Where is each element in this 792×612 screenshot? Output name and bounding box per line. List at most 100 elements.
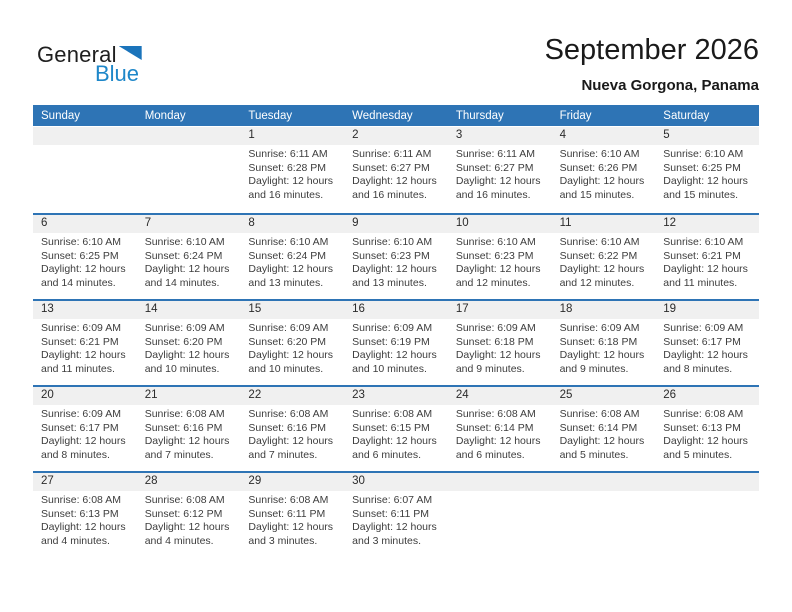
- day-sun-info: [448, 491, 552, 494]
- day-sun-info: Sunrise: 6:09 AM Sunset: 6:21 PM Dayligh…: [41, 322, 126, 375]
- day-number: 11: [551, 215, 656, 233]
- day-number: 3: [447, 127, 552, 145]
- day-number: 9: [344, 215, 448, 233]
- day-sun-info: Sunrise: 6:08 AM Sunset: 6:14 PM Dayligh…: [455, 408, 541, 461]
- week-row-4: 20 Sunrise: 6:09 AM Sunset: 6:17 PM Dayli…: [33, 385, 759, 471]
- day-sun-info: Sunrise: 6:10 AM Sunset: 6:24 PM Dayligh…: [248, 236, 334, 289]
- day-sun-info: Sunrise: 6:09 AM Sunset: 6:20 PM Dayligh…: [248, 322, 334, 375]
- location-subtitle: Nueva Gorgona, Panama: [581, 77, 759, 94]
- day-cell: 21 Sunrise: 6:08 AM Sunset: 6:16 PM Dayli…: [136, 387, 241, 471]
- day-cell: 17 Sunrise: 6:09 AM Sunset: 6:18 PM Dayli…: [447, 301, 552, 385]
- day-cell: [136, 127, 241, 213]
- day-sun-info: Sunrise: 6:09 AM Sunset: 6:18 PM Dayligh…: [455, 322, 541, 375]
- day-number: 4: [551, 127, 656, 145]
- day-sun-info: Sunrise: 6:10 AM Sunset: 6:24 PM Dayligh…: [144, 236, 230, 289]
- day-sun-info: Sunrise: 6:08 AM Sunset: 6:13 PM Dayligh…: [41, 494, 126, 547]
- weekday-header-row: Sunday Monday Tuesday Wednesday Thursday…: [33, 105, 759, 126]
- day-number: 18: [551, 301, 656, 319]
- day-cell: 12 Sunrise: 6:10 AM Sunset: 6:21 PM Dayli…: [655, 215, 759, 299]
- day-sun-info: Sunrise: 6:10 AM Sunset: 6:25 PM Dayligh…: [41, 236, 126, 289]
- day-cell: 8 Sunrise: 6:10 AM Sunset: 6:24 PM Daylig…: [240, 215, 345, 299]
- page-title: September 2026: [544, 34, 759, 66]
- day-number: 6: [33, 215, 137, 233]
- day-number: 16: [344, 301, 448, 319]
- day-cell: 20 Sunrise: 6:09 AM Sunset: 6:17 PM Dayli…: [33, 387, 137, 471]
- week-row-2: 6 Sunrise: 6:10 AM Sunset: 6:25 PM Daylig…: [33, 213, 759, 299]
- day-number: 8: [240, 215, 345, 233]
- day-cell: 30 Sunrise: 6:07 AM Sunset: 6:11 PM Dayli…: [344, 473, 448, 557]
- logo-text-general: General: [37, 42, 117, 67]
- day-cell: [33, 127, 137, 213]
- day-sun-info: Sunrise: 6:08 AM Sunset: 6:14 PM Dayligh…: [559, 408, 645, 461]
- day-number: 12: [655, 215, 759, 233]
- day-sun-info: Sunrise: 6:10 AM Sunset: 6:23 PM Dayligh…: [455, 236, 541, 289]
- day-cell: 24 Sunrise: 6:08 AM Sunset: 6:14 PM Dayli…: [447, 387, 552, 471]
- day-sun-info: Sunrise: 6:08 AM Sunset: 6:15 PM Dayligh…: [352, 408, 437, 461]
- day-number: 17: [447, 301, 552, 319]
- day-sun-info: Sunrise: 6:10 AM Sunset: 6:21 PM Dayligh…: [663, 236, 748, 289]
- day-number: 19: [655, 301, 759, 319]
- day-number: 21: [136, 387, 241, 405]
- day-cell: 9 Sunrise: 6:10 AM Sunset: 6:23 PM Daylig…: [344, 215, 448, 299]
- day-number: 23: [344, 387, 448, 405]
- day-cell: 26 Sunrise: 6:08 AM Sunset: 6:13 PM Dayli…: [655, 387, 759, 471]
- day-sun-info: Sunrise: 6:10 AM Sunset: 6:22 PM Dayligh…: [559, 236, 645, 289]
- day-number: [447, 473, 552, 491]
- day-sun-info: Sunrise: 6:11 AM Sunset: 6:27 PM Dayligh…: [455, 148, 541, 201]
- day-number: 13: [33, 301, 137, 319]
- day-sun-info: Sunrise: 6:09 AM Sunset: 6:18 PM Dayligh…: [559, 322, 645, 375]
- day-cell: 5 Sunrise: 6:10 AM Sunset: 6:25 PM Daylig…: [655, 127, 759, 213]
- day-sun-info: [137, 145, 241, 148]
- day-sun-info: Sunrise: 6:08 AM Sunset: 6:11 PM Dayligh…: [248, 494, 334, 547]
- day-number: 2: [344, 127, 448, 145]
- day-cell: 11 Sunrise: 6:10 AM Sunset: 6:22 PM Dayli…: [551, 215, 656, 299]
- day-sun-info: Sunrise: 6:09 AM Sunset: 6:20 PM Dayligh…: [144, 322, 230, 375]
- day-sun-info: Sunrise: 6:10 AM Sunset: 6:23 PM Dayligh…: [352, 236, 437, 289]
- day-sun-info: Sunrise: 6:08 AM Sunset: 6:13 PM Dayligh…: [663, 408, 748, 461]
- day-cell: 16 Sunrise: 6:09 AM Sunset: 6:19 PM Dayli…: [344, 301, 448, 385]
- day-sun-info: Sunrise: 6:09 AM Sunset: 6:17 PM Dayligh…: [41, 408, 126, 461]
- day-cell: 13 Sunrise: 6:09 AM Sunset: 6:21 PM Dayli…: [33, 301, 137, 385]
- weekday-thursday: Thursday: [455, 109, 504, 122]
- day-cell: 15 Sunrise: 6:09 AM Sunset: 6:20 PM Dayli…: [240, 301, 345, 385]
- day-cell: 10 Sunrise: 6:10 AM Sunset: 6:23 PM Dayli…: [447, 215, 552, 299]
- day-sun-info: Sunrise: 6:09 AM Sunset: 6:19 PM Dayligh…: [352, 322, 437, 375]
- logo-triangle-icon: [118, 46, 142, 60]
- day-number: 29: [240, 473, 345, 491]
- weekday-tuesday: Tuesday: [248, 109, 293, 122]
- day-sun-info: Sunrise: 6:09 AM Sunset: 6:17 PM Dayligh…: [663, 322, 748, 375]
- day-sun-info: Sunrise: 6:08 AM Sunset: 6:16 PM Dayligh…: [248, 408, 334, 461]
- day-number: 27: [33, 473, 137, 491]
- day-sun-info: [33, 145, 137, 148]
- day-sun-info: [552, 491, 656, 494]
- day-sun-info: [655, 491, 759, 494]
- week-row-5: 27 Sunrise: 6:08 AM Sunset: 6:13 PM Dayli…: [33, 471, 759, 557]
- day-number: 22: [240, 387, 345, 405]
- week-row-1: 1 Sunrise: 6:11 AM Sunset: 6:28 PM Daylig…: [33, 127, 759, 213]
- weekday-monday: Monday: [144, 109, 186, 122]
- calendar-body: 1 Sunrise: 6:11 AM Sunset: 6:28 PM Daylig…: [33, 127, 759, 557]
- weekday-wednesday: Wednesday: [352, 109, 413, 122]
- day-number: 5: [655, 127, 759, 145]
- weekday-friday: Friday: [559, 109, 592, 122]
- day-number: [551, 473, 656, 491]
- day-cell: 27 Sunrise: 6:08 AM Sunset: 6:13 PM Dayli…: [33, 473, 137, 557]
- day-cell: 3 Sunrise: 6:11 AM Sunset: 6:27 PM Daylig…: [447, 127, 552, 213]
- day-cell: [551, 473, 656, 557]
- day-number: [655, 473, 759, 491]
- day-cell: 6 Sunrise: 6:10 AM Sunset: 6:25 PM Daylig…: [33, 215, 137, 299]
- day-sun-info: Sunrise: 6:11 AM Sunset: 6:28 PM Dayligh…: [248, 148, 334, 201]
- day-cell: 28 Sunrise: 6:08 AM Sunset: 6:12 PM Dayli…: [136, 473, 241, 557]
- day-number: 10: [447, 215, 552, 233]
- day-number: 28: [136, 473, 241, 491]
- day-number: 25: [551, 387, 656, 405]
- day-number: [136, 127, 241, 145]
- day-number: [33, 127, 137, 145]
- logo-text-blue: Blue: [95, 61, 140, 86]
- day-number: 1: [240, 127, 345, 145]
- day-sun-info: Sunrise: 6:08 AM Sunset: 6:12 PM Dayligh…: [144, 494, 230, 547]
- day-cell: 1 Sunrise: 6:11 AM Sunset: 6:28 PM Daylig…: [240, 127, 345, 213]
- day-cell: 19 Sunrise: 6:09 AM Sunset: 6:17 PM Dayli…: [655, 301, 759, 385]
- weekday-sunday: Sunday: [41, 109, 81, 122]
- general-blue-logo: General Blue: [37, 42, 142, 87]
